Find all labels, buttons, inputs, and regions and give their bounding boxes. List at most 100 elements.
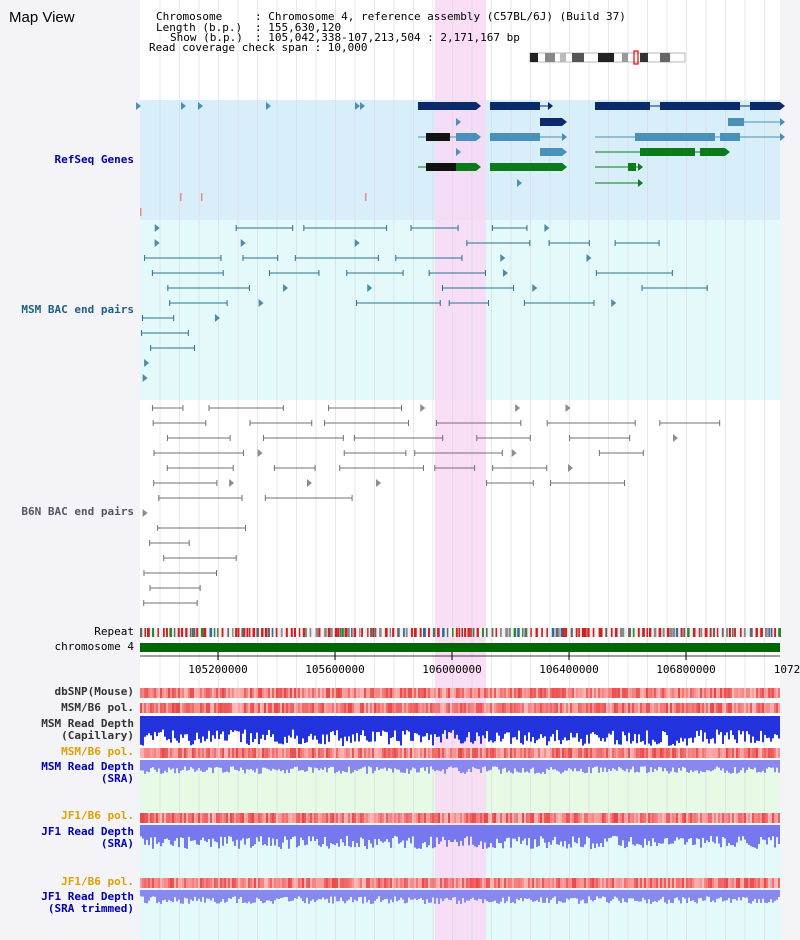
heat-cell — [774, 748, 776, 758]
depth-bar — [504, 760, 506, 768]
heat-cell — [212, 748, 214, 758]
track-label-refseq[interactable]: RefSeq Genes — [54, 153, 134, 166]
heat-cell — [386, 878, 388, 888]
depth-bar — [398, 890, 400, 901]
depth-bar — [156, 825, 158, 844]
heat-cell — [146, 748, 148, 758]
heat-cell — [476, 688, 478, 698]
heat-cell — [632, 813, 634, 823]
track-label-msm-bac[interactable]: MSM BAC end pairs — [21, 303, 134, 316]
heat-cell — [608, 813, 610, 823]
heat-cell — [202, 748, 204, 758]
heat-cell — [478, 688, 480, 698]
depth-bar — [466, 890, 468, 901]
heat-cell — [676, 748, 678, 758]
heat-cell — [540, 703, 542, 713]
heat-cell — [150, 813, 152, 823]
heat-cell — [530, 813, 532, 823]
depth-bar — [530, 760, 532, 769]
heat-cell — [692, 813, 694, 823]
depth-bar — [352, 760, 354, 773]
depth-bar — [166, 760, 168, 773]
heat-cell — [288, 878, 290, 888]
heat-cell — [530, 688, 532, 698]
heat-cell — [708, 878, 710, 888]
depth-bar — [334, 760, 336, 774]
heat-cell — [280, 688, 282, 698]
depth-bar — [612, 825, 614, 837]
depth-bar — [168, 716, 170, 740]
heat-cell — [328, 813, 330, 823]
heat-cell — [516, 813, 518, 823]
depth-bar — [314, 825, 316, 841]
depth-bar — [312, 825, 314, 837]
heat-cell — [654, 878, 656, 888]
heat-cell — [532, 703, 534, 713]
depth-bar — [404, 890, 406, 904]
heat-cell — [392, 878, 394, 888]
depth-bar — [604, 716, 606, 742]
heat-cell — [386, 703, 388, 713]
heat-cell — [232, 688, 234, 698]
depth-bar — [284, 890, 286, 898]
depth-bar — [194, 890, 196, 897]
depth-bar — [546, 760, 548, 769]
heat-cell — [526, 703, 528, 713]
heat-cell — [714, 748, 716, 758]
heat-cell — [178, 748, 180, 758]
depth-bar — [668, 716, 670, 746]
depth-bar — [406, 825, 408, 841]
heat-cell — [744, 813, 746, 823]
depth-bar — [596, 760, 598, 767]
depth-bar — [500, 716, 502, 742]
depth-bar — [150, 890, 152, 898]
depth-bar — [392, 825, 394, 839]
depth-bar — [464, 825, 466, 839]
depth-bar — [214, 890, 216, 902]
depth-bar — [434, 825, 436, 848]
repeat-element — [203, 628, 207, 637]
heat-cell — [250, 748, 252, 758]
heat-cell — [650, 688, 652, 698]
heat-cell — [144, 703, 146, 713]
depth-bar — [640, 760, 642, 767]
heat-cell — [660, 748, 662, 758]
heat-cell — [608, 688, 610, 698]
repeat-element — [422, 628, 426, 637]
heat-cell — [560, 878, 562, 888]
heat-cell — [302, 703, 304, 713]
depth-bar — [284, 760, 286, 774]
repeat-element — [721, 628, 724, 637]
depth-bar — [672, 825, 674, 844]
heat-cell — [220, 703, 222, 713]
heat-cell — [454, 813, 456, 823]
heat-cell — [206, 703, 208, 713]
depth-bar — [742, 890, 744, 898]
depth-bar — [756, 716, 758, 741]
heat-cell — [390, 688, 392, 698]
repeat-element — [185, 628, 188, 637]
heat-cell — [536, 878, 538, 888]
heat-cell — [148, 748, 150, 758]
depth-bar — [298, 825, 300, 846]
depth-bar — [224, 716, 226, 741]
heat-cell — [762, 878, 764, 888]
heat-cell — [312, 878, 314, 888]
heat-cell — [726, 813, 728, 823]
heat-cell — [408, 748, 410, 758]
depth-bar — [708, 716, 710, 744]
depth-bar — [516, 825, 518, 842]
heat-cell — [420, 748, 422, 758]
depth-bar — [636, 890, 638, 902]
depth-bar — [538, 716, 540, 739]
heat-cell — [498, 878, 500, 888]
heat-cell — [556, 748, 558, 758]
depth-bar — [402, 760, 404, 773]
heat-cell — [252, 878, 254, 888]
heat-cell — [362, 688, 364, 698]
heat-cell — [694, 878, 696, 888]
track-label-b6n-bac[interactable]: B6N BAC end pairs — [21, 505, 134, 518]
heat-cell — [310, 748, 312, 758]
depth-bar — [684, 716, 686, 739]
